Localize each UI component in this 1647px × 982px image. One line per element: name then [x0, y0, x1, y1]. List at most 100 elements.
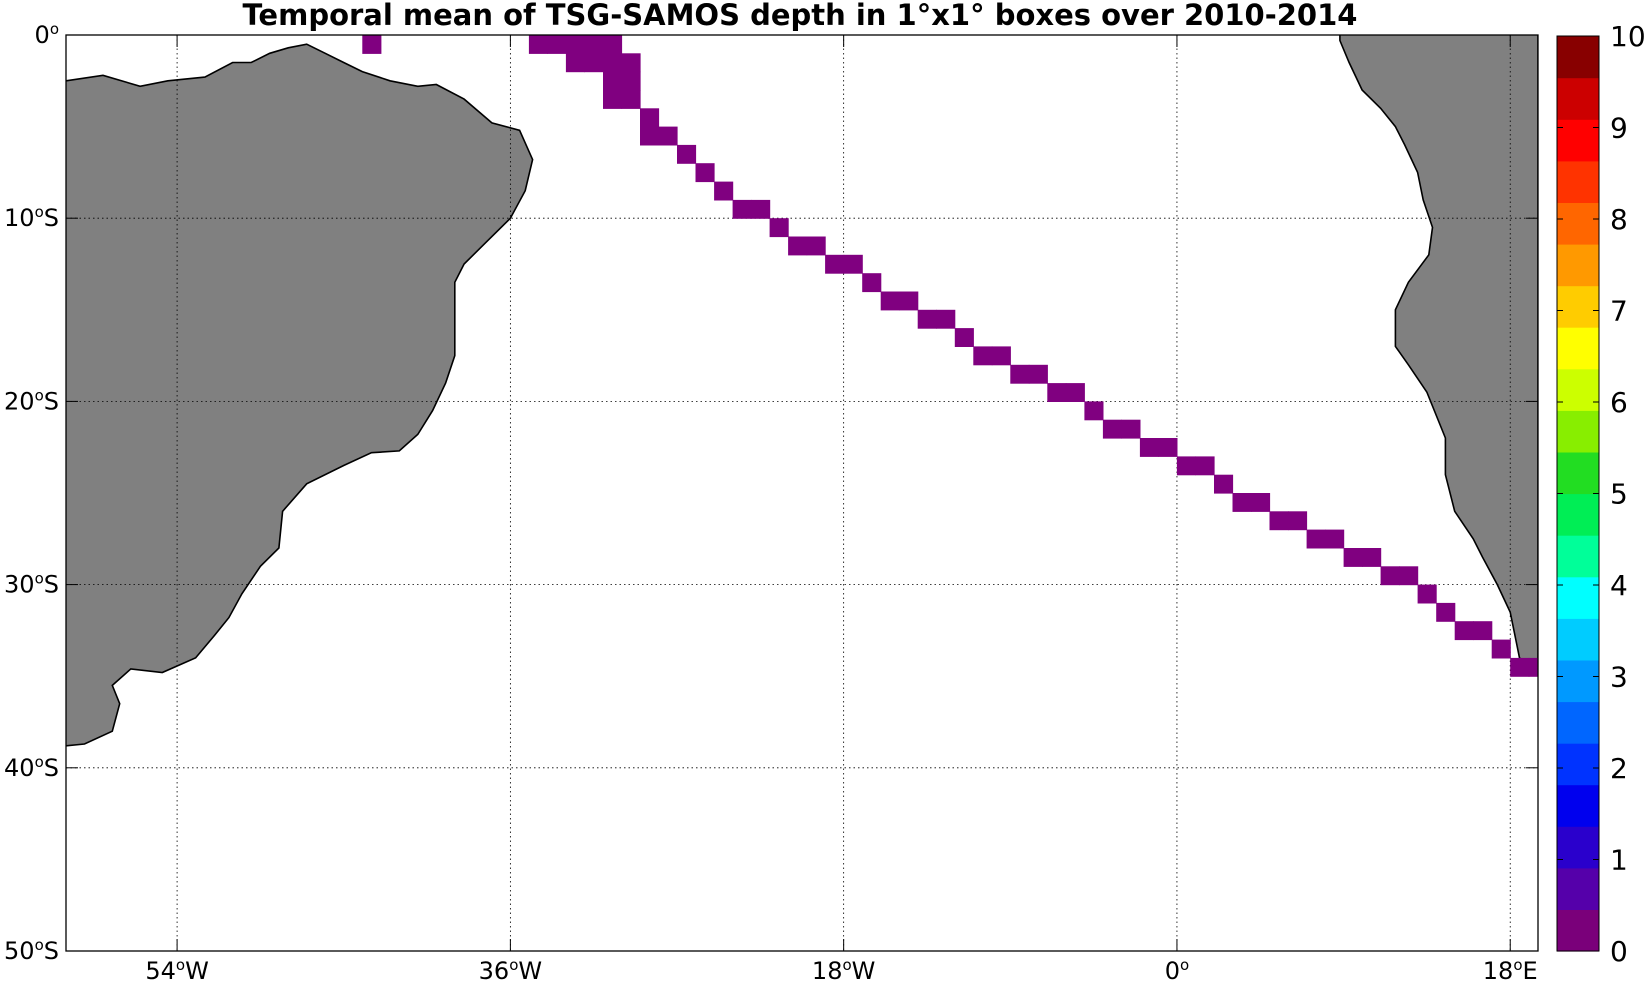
track-cell — [1528, 657, 1538, 677]
track-cell — [1065, 383, 1085, 402]
map-title: Temporal mean of TSG-SAMOS depth in 1°x1… — [242, 0, 1358, 32]
track-cell — [880, 291, 900, 311]
colorbar-segment — [1557, 576, 1599, 619]
track-cell — [899, 291, 919, 311]
colorbar: 0 1 2 3 4 5 6 7 8 9 10 — [1556, 20, 1646, 968]
track-cell — [825, 254, 845, 274]
track-cell — [806, 236, 826, 256]
map-frame — [65, 34, 1539, 952]
track-cell — [603, 35, 623, 54]
track-cell — [1251, 493, 1271, 512]
track-cell — [1158, 438, 1178, 457]
track-cell — [1010, 364, 1030, 384]
track-cell — [621, 53, 641, 73]
colorbar-tick-label: 2 — [1610, 752, 1628, 785]
track-cell — [603, 90, 623, 109]
colorbar-segment — [1557, 493, 1599, 536]
colorbar-segment — [1557, 909, 1599, 952]
track-cell — [954, 328, 974, 347]
axes: 0o 10oS 20oS 30oS 40oS 50oS 54oW 36oW 18oW 0o 18oE — [4, 20, 1538, 982]
lon-tick-label: 18oE — [1483, 956, 1538, 982]
lat-tick-label: 0o — [35, 20, 59, 49]
colorbar-segment — [1557, 867, 1599, 910]
colorbar-segment — [1557, 618, 1599, 661]
track-cell — [565, 53, 585, 73]
track-cell — [1491, 639, 1511, 659]
track-cell — [769, 218, 789, 238]
track-cell — [1195, 456, 1215, 476]
track-cell — [1269, 511, 1289, 531]
track-cell — [603, 71, 623, 91]
colorbar-segment — [1557, 36, 1599, 79]
track-cell — [1028, 364, 1048, 384]
colorbar-segment — [1557, 119, 1599, 162]
track-cell — [1102, 419, 1122, 439]
track-cell — [1380, 566, 1400, 586]
track-cell — [565, 35, 585, 54]
track-cell — [621, 90, 641, 109]
colorbar-segment — [1557, 701, 1599, 744]
track-cell — [1139, 438, 1159, 457]
track-cell — [1047, 383, 1067, 402]
track-cell — [640, 126, 660, 146]
track-cell — [1176, 456, 1196, 476]
colorbar-segment — [1557, 77, 1599, 120]
colorbar-segment — [1557, 451, 1599, 495]
track-cell — [677, 144, 697, 164]
track-cell — [695, 163, 715, 183]
colorbar-tick-label: 6 — [1610, 386, 1628, 419]
track-cell — [1436, 602, 1456, 622]
ship-track — [362, 35, 1538, 677]
track-cell — [843, 254, 863, 274]
track-cell — [1510, 657, 1530, 677]
colorbar-segment — [1557, 410, 1599, 453]
track-cell — [1232, 493, 1252, 512]
colorbar-tick-label: 7 — [1610, 295, 1628, 328]
colorbar-tick-label: 4 — [1610, 569, 1628, 602]
colorbar-tick-label: 1 — [1610, 844, 1628, 877]
lon-tick-label: 18oW — [812, 956, 875, 982]
lat-tick-label: 40oS — [4, 753, 59, 782]
track-cell — [603, 53, 623, 73]
track-cell — [714, 181, 734, 201]
track-cell — [1214, 474, 1234, 494]
track-cell — [751, 199, 771, 219]
colorbar-segment — [1557, 784, 1599, 827]
track-cell — [1306, 529, 1326, 549]
colorbar-segment — [1557, 285, 1599, 328]
lat-tick-label: 30oS — [4, 570, 59, 599]
track-cell — [658, 126, 678, 146]
track-cell — [1121, 419, 1141, 439]
track-cell — [936, 309, 956, 329]
track-cell — [1399, 566, 1419, 586]
lat-tick-label: 50oS — [4, 936, 59, 965]
colorbar-tick-label: 5 — [1610, 478, 1628, 511]
track-cell — [1288, 511, 1308, 531]
colorbar-tick-label: 0 — [1610, 935, 1628, 968]
track-cell — [732, 199, 752, 219]
track-cell — [640, 108, 660, 128]
africa-land — [1339, 35, 1538, 674]
track-cell — [1084, 401, 1104, 421]
track-cell — [862, 273, 882, 293]
colorbar-tick-label: 3 — [1610, 661, 1628, 694]
colorbar-segment — [1557, 535, 1599, 578]
track-cell — [584, 53, 604, 73]
track-cell — [1454, 621, 1474, 641]
colorbar-segment — [1557, 743, 1599, 786]
track-cell — [788, 236, 808, 256]
colorbar-segment — [1557, 327, 1599, 370]
lon-tick-label: 36oW — [479, 956, 542, 982]
track-cell — [991, 346, 1011, 366]
colorbar-tick-label: 8 — [1610, 203, 1628, 236]
lon-tick-label: 0o — [1165, 956, 1189, 982]
colorbar-segment — [1557, 659, 1599, 703]
track-cell — [1473, 621, 1493, 641]
south-america-land — [66, 43, 534, 747]
track-cell — [547, 35, 567, 54]
lat-tick-label: 20oS — [4, 386, 59, 415]
track-cell — [362, 35, 382, 54]
track-cell — [917, 309, 937, 329]
track-cell — [973, 346, 993, 366]
